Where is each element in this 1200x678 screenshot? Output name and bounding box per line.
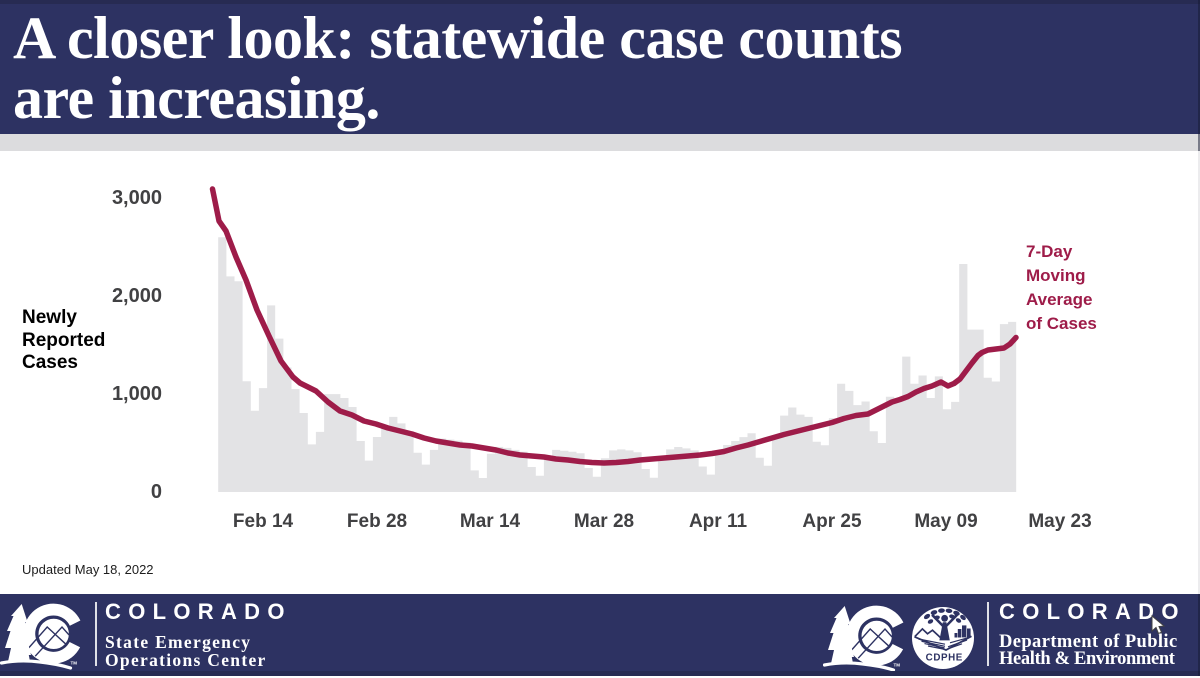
- svg-text:TM: TM: [71, 661, 78, 666]
- svg-text:TM: TM: [894, 663, 901, 668]
- svg-text:CDPHE: CDPHE: [926, 653, 963, 664]
